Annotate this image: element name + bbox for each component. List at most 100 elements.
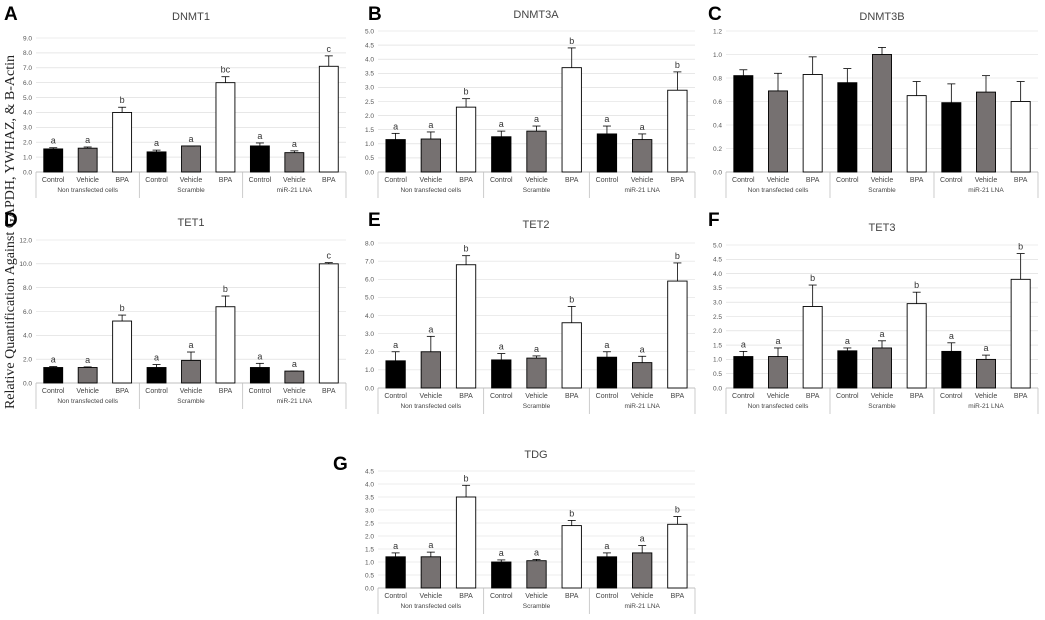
bar-vehicle <box>768 90 788 173</box>
significance-label: a <box>257 131 262 141</box>
bar-vehicle <box>77 367 98 384</box>
bar-control <box>733 75 754 173</box>
y-tick-label: 4.5 <box>365 42 374 49</box>
x-tick-label: Control <box>249 388 272 395</box>
significance-label: a <box>51 355 56 365</box>
significance-label: b <box>120 95 125 105</box>
bar-bpa <box>455 496 477 589</box>
group-label: Scramble <box>868 187 896 194</box>
chart-title: DNMT3B <box>859 11 904 23</box>
bar-bpa <box>667 89 688 173</box>
x-tick-label: Control <box>145 388 168 395</box>
bar-control <box>596 556 618 589</box>
bar-bpa <box>215 82 236 173</box>
bar-vehicle <box>632 552 653 589</box>
y-tick-label: 1.0 <box>365 367 374 374</box>
significance-label: b <box>914 280 919 290</box>
y-tick-label: 4.0 <box>23 333 32 340</box>
significance-label: a <box>51 136 56 146</box>
y-tick-label: 3.0 <box>365 331 374 338</box>
bar-bpa <box>561 525 582 589</box>
bar-control <box>249 145 270 173</box>
x-tick-label: BPA <box>459 177 473 184</box>
y-tick-label: 0.5 <box>365 572 374 579</box>
chart-panel-d: D TET1 0.0 2.0 4.0 6.0 8.0 10.0 12.0 Non transfec… <box>4 210 347 409</box>
y-tick-label: 2.5 <box>713 314 722 321</box>
panel-letter: E <box>368 210 381 231</box>
chart-title: TDG <box>524 449 547 461</box>
chart-title: TET2 <box>523 219 550 231</box>
bar-control <box>941 350 962 389</box>
group-label: Scramble <box>523 603 551 610</box>
significance-label: a <box>499 342 504 352</box>
y-tick-label: 3.0 <box>365 507 374 514</box>
significance-label: b <box>120 303 125 313</box>
x-tick-label: Vehicle <box>767 393 790 400</box>
significance-label: b <box>810 273 815 283</box>
significance-label: a <box>85 135 90 145</box>
group-label: Scramble <box>177 187 205 194</box>
bar-bpa <box>455 264 477 389</box>
significance-label: b <box>675 251 680 261</box>
significance-label: bc <box>221 65 231 75</box>
group-label: Scramble <box>523 403 551 410</box>
x-tick-label: Control <box>490 593 513 600</box>
x-tick-label: Control <box>836 177 859 184</box>
bar-control <box>146 367 167 384</box>
x-tick-label: BPA <box>565 593 579 600</box>
significance-label: a <box>775 336 780 346</box>
y-tick-label: 8.0 <box>365 240 374 247</box>
x-tick-label: Vehicle <box>76 388 99 395</box>
x-tick-label: Control <box>732 177 755 184</box>
y-tick-label: 1.0 <box>23 154 32 161</box>
bar-control <box>733 356 754 389</box>
y-tick-label: 0.0 <box>365 169 374 176</box>
group-label: miR-21 LNA <box>277 398 313 405</box>
x-tick-label: Control <box>490 177 513 184</box>
x-tick-label: Control <box>384 393 407 400</box>
group-label: miR-21 LNA <box>968 403 1004 410</box>
bar-bpa <box>561 67 582 173</box>
x-tick-label: BPA <box>322 177 336 184</box>
significance-label: b <box>1018 242 1023 252</box>
x-tick-label: Vehicle <box>975 177 998 184</box>
group-label: miR-21 LNA <box>277 187 313 194</box>
bar-control <box>146 151 167 173</box>
x-tick-label: Vehicle <box>420 177 443 184</box>
significance-label: b <box>464 87 469 97</box>
bar-bpa <box>215 306 236 384</box>
y-tick-label: 4.5 <box>713 257 722 264</box>
bar-vehicle <box>181 145 201 173</box>
y-tick-label: 1.0 <box>713 357 722 364</box>
x-tick-label: Vehicle <box>525 393 548 400</box>
significance-label: a <box>845 336 850 346</box>
x-tick-label: Control <box>596 177 619 184</box>
x-tick-label: Vehicle <box>631 393 654 400</box>
y-tick-label: 0.2 <box>713 146 722 153</box>
y-tick-label: 12.0 <box>19 237 32 244</box>
significance-label: a <box>188 134 193 144</box>
y-tick-label: 3.0 <box>23 125 32 132</box>
bar-bpa <box>112 320 133 384</box>
significance-label: b <box>464 244 469 254</box>
significance-label: a <box>393 121 398 131</box>
y-tick-label: 10.0 <box>19 261 32 268</box>
significance-label: a <box>154 138 159 148</box>
bar-bpa <box>455 106 477 173</box>
bar-vehicle <box>976 91 996 173</box>
y-tick-label: 1.5 <box>365 127 374 134</box>
x-tick-label: Control <box>836 393 859 400</box>
bar-control <box>596 133 618 173</box>
x-tick-label: BPA <box>565 393 579 400</box>
x-tick-label: BPA <box>910 393 924 400</box>
y-tick-label: 4.5 <box>365 468 374 475</box>
bar-control <box>491 136 512 173</box>
y-tick-label: 2.0 <box>365 349 374 356</box>
bar-bpa <box>906 303 927 389</box>
x-tick-label: Vehicle <box>631 593 654 600</box>
group-label: Scramble <box>177 398 205 405</box>
x-tick-label: BPA <box>565 177 579 184</box>
chart-panel-f: F TET3 0.0 0.5 1.0 1.5 2.0 2.5 3.0 3.5 4.0 4.5 5.0 No… <box>708 210 1039 414</box>
group-label: Scramble <box>868 403 896 410</box>
x-tick-label: Vehicle <box>975 393 998 400</box>
